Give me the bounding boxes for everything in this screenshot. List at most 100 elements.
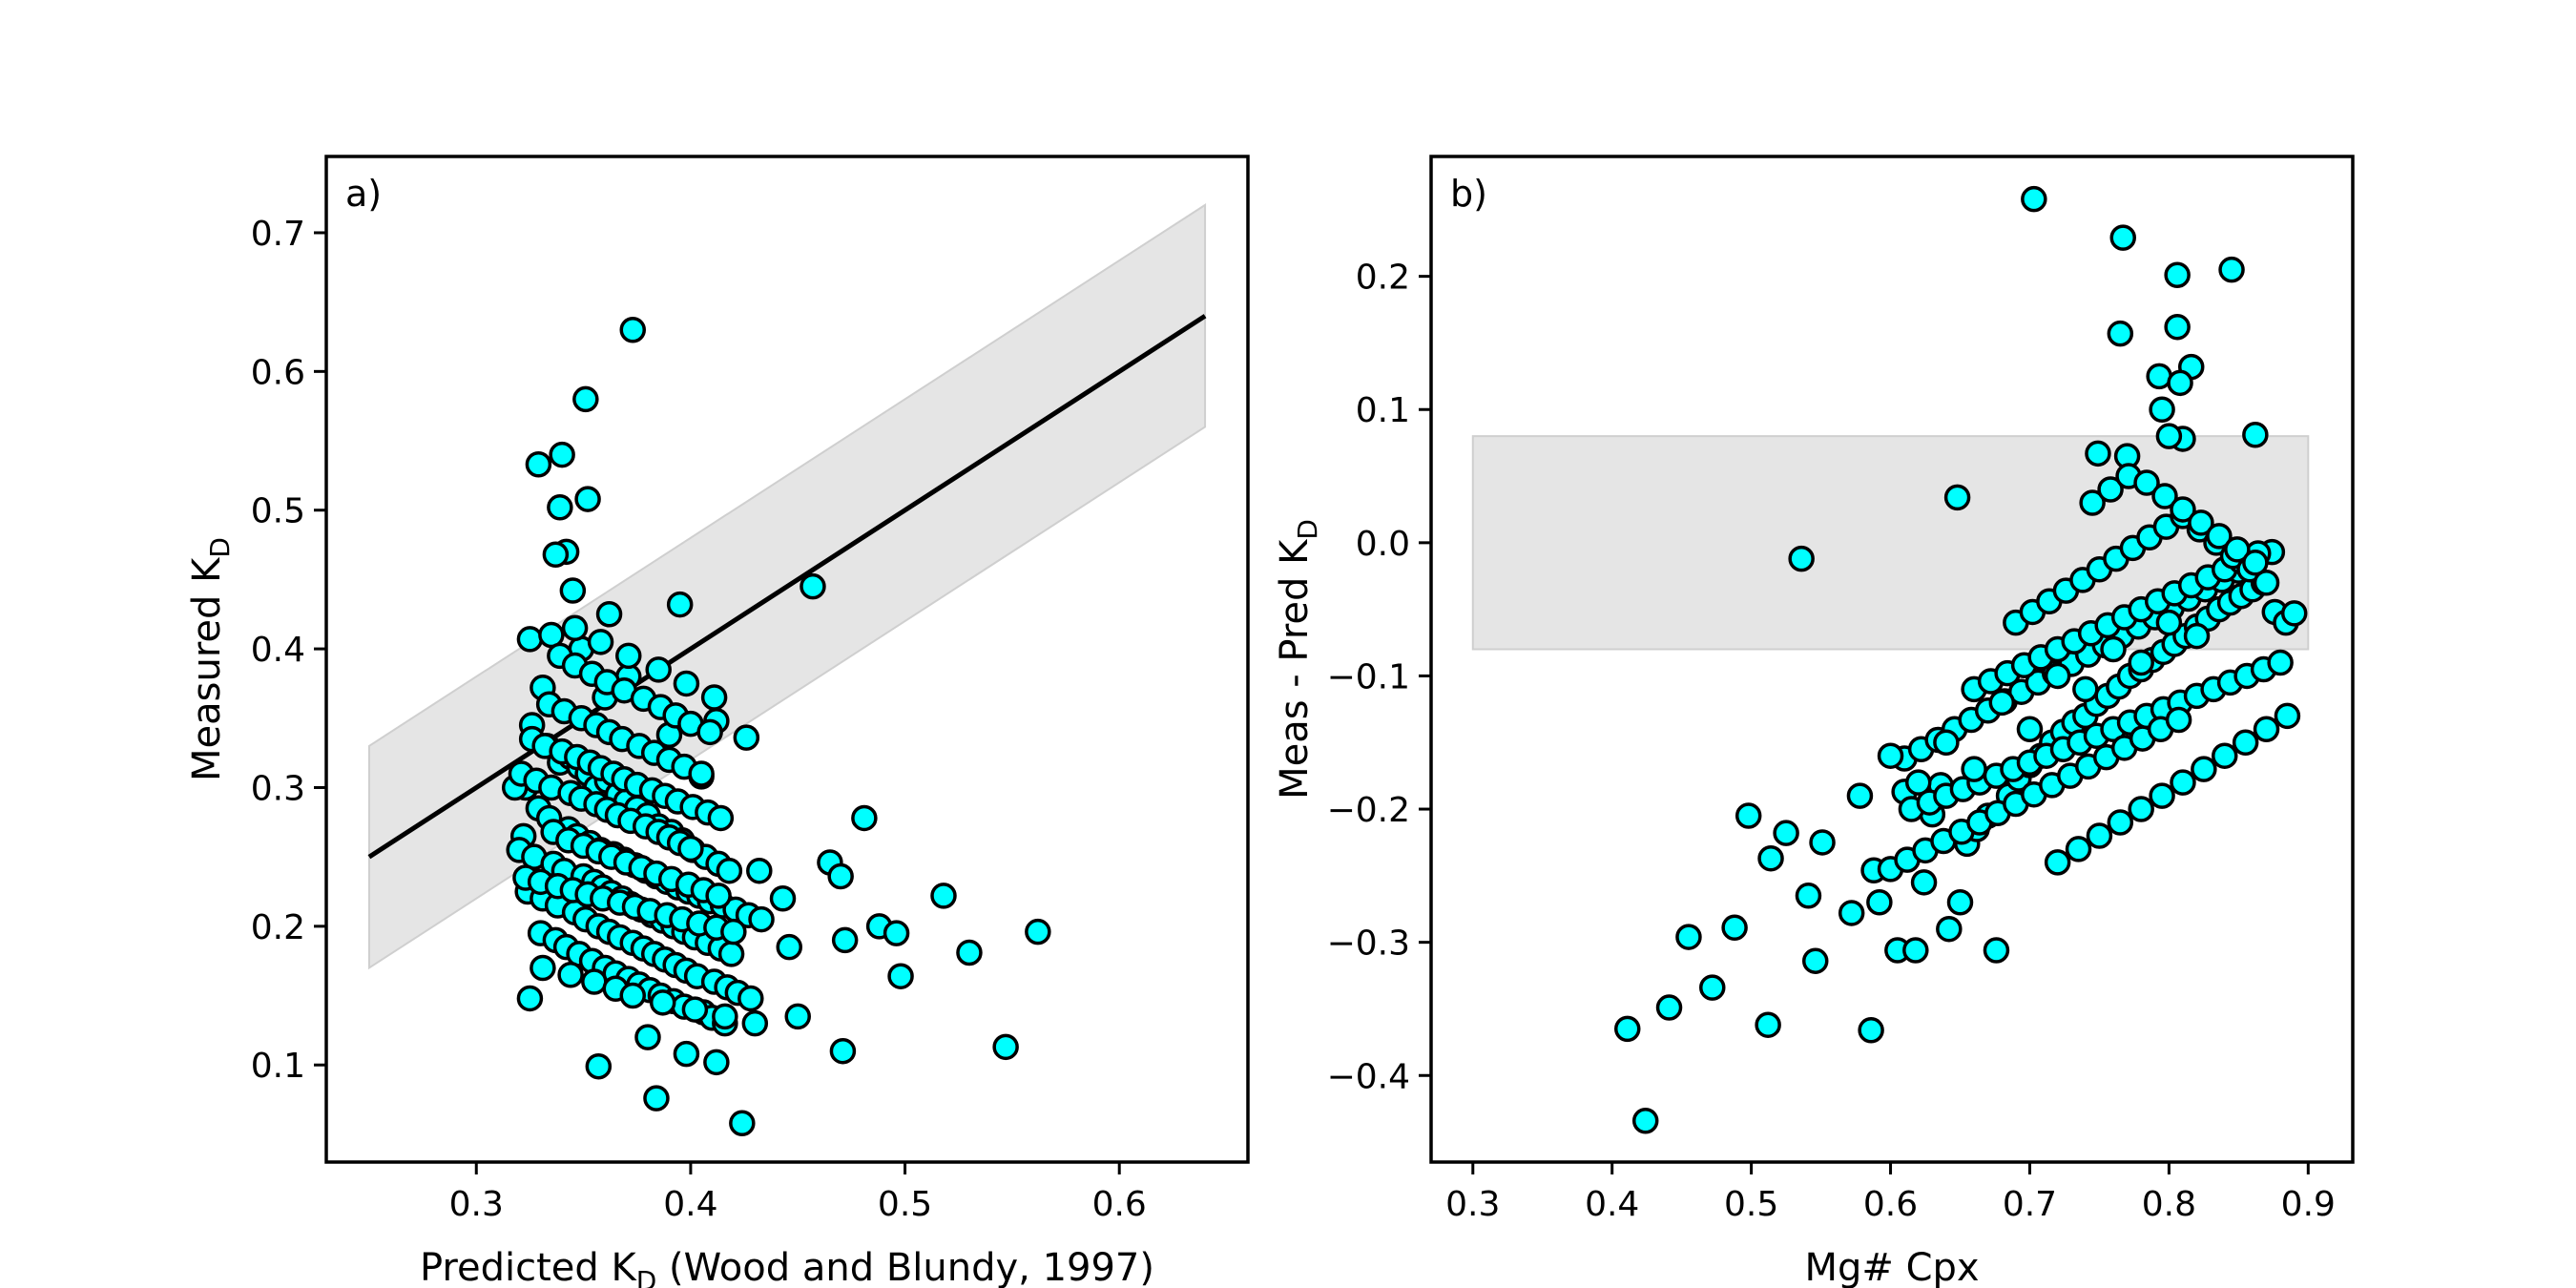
- panel-b-data-point: [2242, 550, 2269, 576]
- panel-b-y-tick-label: 0.2: [1356, 259, 1410, 298]
- panel-b-data-point: [2155, 423, 2183, 449]
- panel-b-data-point: [2100, 635, 2127, 663]
- panel-b-y-axis-label: Meas - Pred KD: [1273, 519, 1323, 800]
- panel-b-y-tick-label: −0.3: [1327, 924, 1410, 964]
- panel-b-data-point: [2044, 849, 2071, 876]
- panel-b-data-point: [1933, 729, 1960, 757]
- panel-a-x-tick-label: 0.6: [1092, 1185, 1147, 1224]
- panel-b-data-point: [2165, 706, 2192, 734]
- panel-a-data-point: [741, 1009, 769, 1037]
- panel-b-data-point: [2065, 836, 2092, 862]
- panel-b-data-point: [2086, 822, 2113, 849]
- panel-b-data-point: [1902, 937, 1929, 964]
- panel-b-data-point: [1755, 1011, 1781, 1038]
- panel-a-y-tick-label: 0.1: [251, 1047, 305, 1086]
- panel-a-data-point: [831, 926, 859, 954]
- panel-b-y-tick-label: 0.0: [1356, 525, 1410, 564]
- panel-b-y-tick-label: −0.4: [1327, 1057, 1410, 1096]
- panel-b-data-point: [1788, 545, 1815, 572]
- panel-a-data-point: [619, 982, 647, 1009]
- panel-a-y-axis-label-main: Measured K: [185, 556, 229, 781]
- panel-a-data-point: [769, 885, 797, 912]
- panel-a-data-point: [530, 954, 556, 982]
- panel-a-line-layer: [367, 314, 1207, 860]
- panel-a-data-point: [634, 1024, 661, 1050]
- panel-b-data-point: [2280, 600, 2308, 627]
- panel-b-data-point: [1961, 756, 1987, 782]
- panel-a: 0.3 0.4 0.5 0.6 0.1 0.2 0.3 0.4 0.5 0.6 0.7 a) Pr…: [185, 155, 1250, 1288]
- panel-a-data-point: [547, 494, 573, 521]
- panel-b-data-point: [1946, 889, 1974, 916]
- panel-b-data-point: [2151, 483, 2178, 509]
- panel-b-y-axis-label-subscript: D: [1292, 519, 1323, 540]
- panel-b-data-point: [2149, 396, 2175, 423]
- panel-b-data-point: [1858, 1017, 1884, 1044]
- panel-b-x-tick-label: 0.9: [2281, 1185, 2336, 1224]
- panel-a-data-point: [703, 1049, 730, 1076]
- panel-b-data-point: [1809, 829, 1836, 856]
- panel-b-data-point: [2021, 185, 2047, 213]
- panel-b-y-tick-label: −0.2: [1327, 791, 1410, 830]
- panel-b-data-point: [2164, 313, 2191, 341]
- panel-a-data-point: [615, 642, 642, 670]
- panel-b-data-point: [2128, 796, 2154, 822]
- panel-a-data-point: [673, 670, 700, 697]
- panel-b-data-point: [1904, 769, 1932, 796]
- panel-b: 0.3 0.4 0.5 0.6 0.7 0.8 0.9 −0.4 −0.3 −0.2 −0.1 0.…: [1273, 155, 2355, 1288]
- panel-b-data-point: [2107, 809, 2134, 836]
- panel-b-x-tick-label: 0.4: [1585, 1185, 1639, 1224]
- panel-a-y-ticks: 0.1 0.2 0.3 0.4 0.5 0.6 0.7: [251, 215, 326, 1086]
- panel-a-data-point: [930, 883, 957, 909]
- panel-a-x-axis-label: Predicted KD (Wood and Blundy, 1997): [420, 1246, 1154, 1288]
- panel-b-band-layer: [1471, 435, 2310, 651]
- panel-b-data-point: [1988, 689, 2016, 717]
- panel-a-data-point: [887, 963, 914, 989]
- panel-b-data-point: [1943, 484, 1971, 511]
- panel-b-data-point: [1846, 782, 1874, 809]
- panel-a-data-point: [595, 601, 623, 628]
- panel-a-data-point: [748, 905, 775, 933]
- panel-a-data-point: [746, 857, 773, 884]
- panel-a-one-to-one-line: [367, 314, 1207, 860]
- panel-a-data-point: [559, 577, 587, 604]
- panel-a-data-point: [956, 939, 983, 966]
- panel-a-data-point: [549, 441, 575, 468]
- panel-b-data-point: [1866, 889, 1893, 916]
- panel-a-data-point: [557, 961, 584, 988]
- panel-a-data-point: [581, 968, 608, 995]
- panel-b-x-tick-label: 0.3: [1445, 1185, 1500, 1224]
- panel-b-data-point: [2079, 489, 2106, 516]
- panel-b-data-point: [1721, 914, 1748, 942]
- panel-b-data-point: [2274, 702, 2301, 730]
- panel-b-data-point: [2242, 422, 2269, 448]
- panel-b-data-point: [1773, 820, 1799, 846]
- panel-b-y-axis-label-main: Meas - Pred K: [1273, 538, 1317, 800]
- panel-a-data-point: [776, 933, 802, 961]
- panel-a-data-point: [729, 1110, 756, 1137]
- panel-b-data-point: [2188, 509, 2214, 536]
- panel-b-data-point: [2044, 662, 2071, 690]
- panel-b-data-point: [1613, 1015, 1641, 1043]
- panel-a-points: [501, 316, 1051, 1137]
- panel-a-data-point: [712, 1003, 738, 1030]
- panel-a-data-point: [992, 1033, 1019, 1061]
- panel-b-data-point: [2164, 261, 2191, 288]
- panel-b-data-point: [1910, 869, 1938, 896]
- panel-b-data-point: [2109, 224, 2136, 251]
- panel-b-data-point: [2212, 742, 2238, 769]
- panel-b-data-point: [1735, 802, 1762, 829]
- panel-b-data-point: [1838, 900, 1865, 926]
- panel-a-x-tick-label: 0.4: [663, 1185, 717, 1224]
- panel-a-x-ticks: 0.3 0.4 0.5 0.6: [449, 1162, 1147, 1224]
- panel-a-data-point: [643, 1085, 670, 1111]
- panel-a-data-point: [696, 718, 723, 746]
- panel-b-data-point: [1631, 1107, 1659, 1134]
- panel-a-data-point: [827, 862, 854, 890]
- panel-b-data-point: [1757, 844, 1784, 872]
- panel-b-x-tick-label: 0.5: [1724, 1185, 1778, 1224]
- panel-a-data-point: [720, 918, 747, 945]
- panel-a-data-point: [542, 541, 570, 568]
- panel-b-x-axis-label: Mg# Cpx: [1804, 1246, 1979, 1288]
- panel-a-y-tick-label: 0.7: [251, 215, 305, 254]
